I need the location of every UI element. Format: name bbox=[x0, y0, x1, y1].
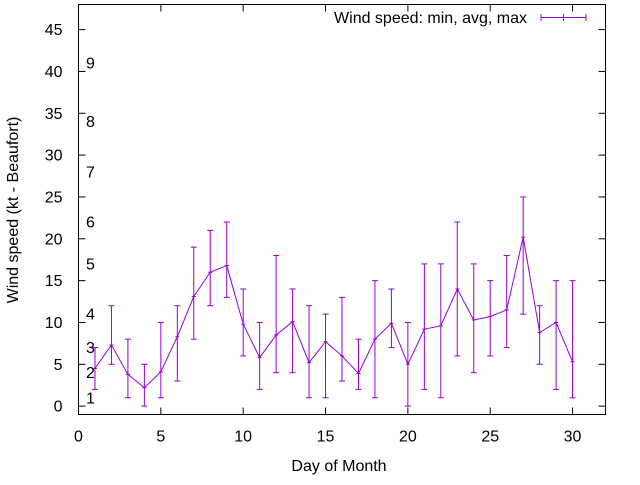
beaufort-label: 9 bbox=[86, 56, 95, 73]
beaufort-label: 6 bbox=[86, 215, 95, 232]
x-tick-label: 15 bbox=[317, 429, 335, 446]
legend-label: Wind speed: min, avg, max bbox=[334, 10, 527, 27]
x-tick-label: 20 bbox=[399, 429, 417, 446]
y-tick-label: 0 bbox=[54, 399, 63, 416]
y-tick-label: 5 bbox=[54, 357, 63, 374]
beaufort-label: 7 bbox=[86, 164, 95, 181]
beaufort-label: 8 bbox=[86, 114, 95, 131]
x-tick-label: 5 bbox=[156, 429, 165, 446]
beaufort-scale: 1 2 3 4 5 6 7 8 9 bbox=[86, 56, 95, 408]
y-tick-label: 25 bbox=[45, 189, 63, 206]
beaufort-label: 1 bbox=[86, 390, 95, 407]
wind-series bbox=[91, 196, 576, 407]
x-tick-label: 25 bbox=[481, 429, 499, 446]
legend: Wind speed: min, avg, max bbox=[334, 10, 587, 27]
beaufort-label: 4 bbox=[86, 307, 95, 324]
x-axis-label: Day of Month bbox=[291, 458, 386, 475]
series-line bbox=[94, 236, 574, 389]
y-tick-label: 15 bbox=[45, 273, 63, 290]
y-tick-label: 40 bbox=[45, 64, 63, 81]
y-tick-label: 35 bbox=[45, 106, 63, 123]
beaufort-label: 5 bbox=[86, 256, 95, 273]
beaufort-label: 3 bbox=[86, 340, 95, 357]
beaufort-label: 2 bbox=[86, 365, 95, 382]
y-tick-label: 10 bbox=[45, 315, 63, 332]
plot-frame bbox=[78, 4, 606, 415]
legend-sample bbox=[540, 14, 587, 21]
y-axis-label: Wind speed (kt - Beaufort) bbox=[5, 117, 22, 304]
x-tick-label: 30 bbox=[564, 429, 582, 446]
x-tick-label: 10 bbox=[234, 429, 252, 446]
y-tick-label: 20 bbox=[45, 231, 63, 248]
x-tick-label: 0 bbox=[74, 429, 83, 446]
y-tick-label: 30 bbox=[45, 148, 63, 165]
y-tick-label: 45 bbox=[45, 22, 63, 39]
